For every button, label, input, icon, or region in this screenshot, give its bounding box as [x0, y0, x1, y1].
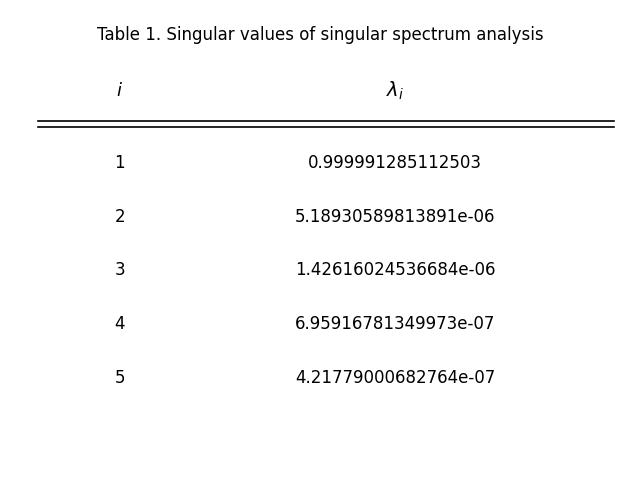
Text: 1.42616024536684e-06: 1.42616024536684e-06	[295, 261, 495, 279]
Text: 5: 5	[115, 369, 125, 386]
Text: 5.18930589813891e-06: 5.18930589813891e-06	[295, 208, 495, 226]
Text: $i$: $i$	[116, 82, 123, 100]
Text: 6.95916781349973e-07: 6.95916781349973e-07	[295, 315, 495, 333]
Text: 2: 2	[115, 208, 125, 226]
Text: 1: 1	[115, 154, 125, 172]
Text: 4.21779000682764e-07: 4.21779000682764e-07	[295, 369, 495, 386]
Text: 4: 4	[115, 315, 125, 333]
Text: 0.999991285112503: 0.999991285112503	[308, 154, 482, 172]
Text: 3: 3	[115, 261, 125, 279]
Text: Table 1. Singular values of singular spectrum analysis: Table 1. Singular values of singular spe…	[97, 26, 543, 44]
Text: $\lambda_i$: $\lambda_i$	[386, 80, 404, 102]
